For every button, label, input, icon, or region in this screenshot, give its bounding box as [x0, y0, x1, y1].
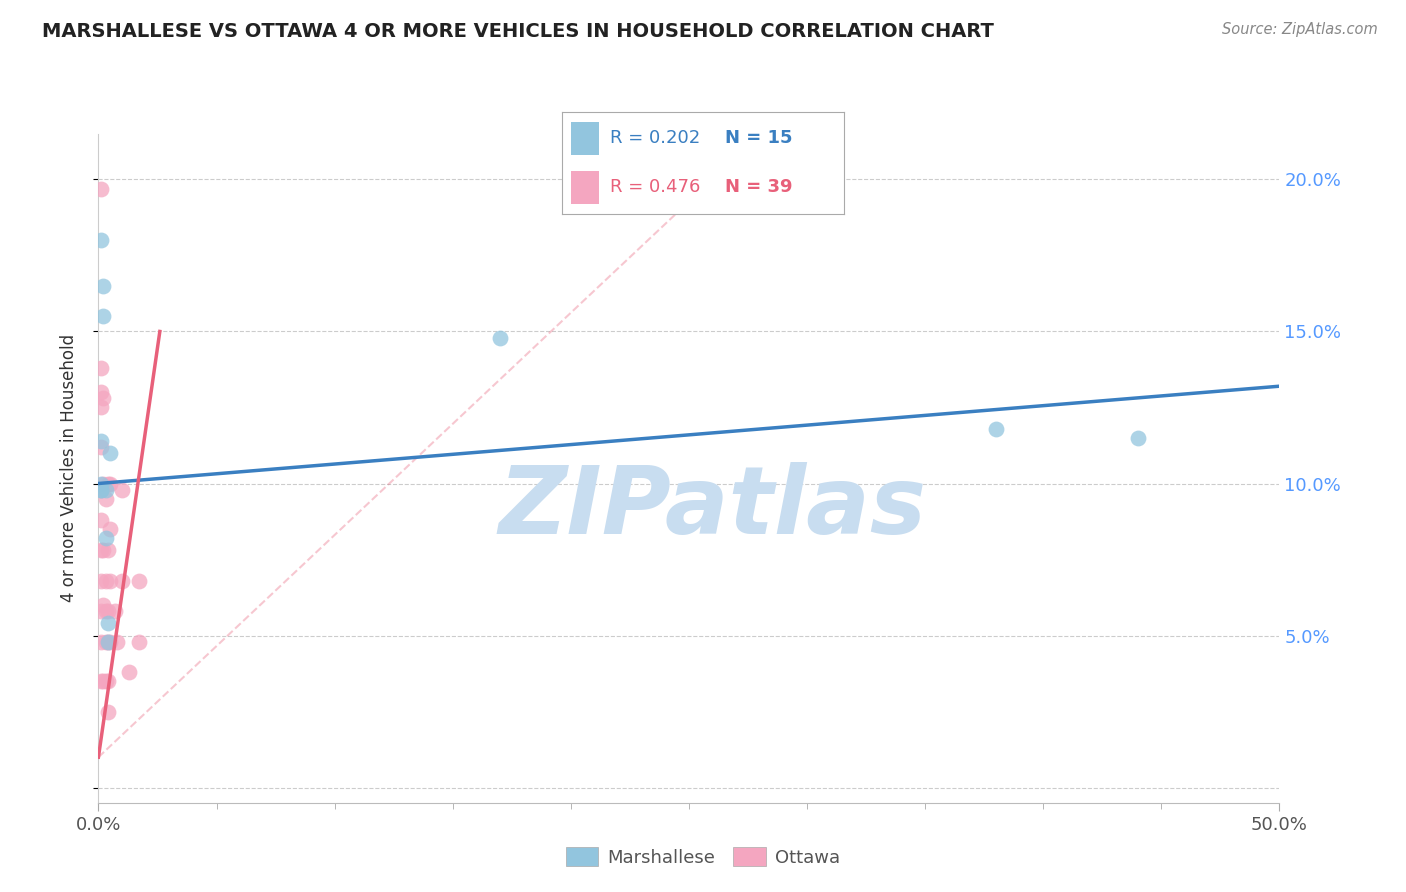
Point: [128, 634, 150, 648]
Point: [90, 483, 112, 497]
Point: [97, 634, 120, 648]
Bar: [571, 122, 599, 154]
Point: [97, 604, 120, 618]
Point: [90, 434, 112, 448]
Point: [90, 513, 112, 527]
Point: [90, 674, 112, 689]
Point: [98, 634, 121, 648]
Text: R = 0.476: R = 0.476: [610, 178, 700, 196]
Point: [97, 543, 120, 558]
Point: [91, 392, 114, 406]
Point: [91, 674, 114, 689]
Point: [94, 574, 117, 588]
Point: [98, 574, 121, 588]
Point: [97, 616, 120, 631]
Bar: [571, 171, 599, 204]
Point: [94, 604, 117, 618]
Point: [97, 674, 120, 689]
Point: [98, 476, 121, 491]
Legend: Marshallese, Ottawa: Marshallese, Ottawa: [558, 840, 848, 874]
Text: N = 15: N = 15: [725, 129, 793, 147]
Point: [94, 483, 117, 497]
Point: [90, 385, 112, 400]
Point: [1126, 431, 1149, 445]
Point: [91, 543, 114, 558]
Point: [98, 446, 121, 460]
Point: [128, 574, 150, 588]
Text: N = 39: N = 39: [725, 178, 793, 196]
Text: MARSHALLESE VS OTTAWA 4 OR MORE VEHICLES IN HOUSEHOLD CORRELATION CHART: MARSHALLESE VS OTTAWA 4 OR MORE VEHICLES…: [42, 22, 994, 41]
Point: [90, 483, 112, 497]
Point: [90, 483, 112, 497]
Point: [97, 476, 120, 491]
Point: [90, 181, 112, 195]
Text: R = 0.202: R = 0.202: [610, 129, 700, 147]
Point: [97, 634, 120, 648]
Point: [91, 278, 114, 293]
Point: [90, 476, 112, 491]
Point: [90, 361, 112, 376]
Point: [90, 401, 112, 415]
Point: [94, 491, 117, 506]
Text: ZIPatlas: ZIPatlas: [499, 462, 927, 555]
Text: Source: ZipAtlas.com: Source: ZipAtlas.com: [1222, 22, 1378, 37]
Point: [97, 705, 120, 719]
Point: [90, 604, 112, 618]
Point: [105, 634, 128, 648]
Point: [90, 440, 112, 454]
Point: [90, 543, 112, 558]
Point: [104, 604, 127, 618]
Point: [984, 422, 1007, 436]
Point: [118, 665, 141, 679]
Point: [91, 310, 114, 324]
Point: [90, 574, 112, 588]
Point: [90, 634, 112, 648]
Point: [111, 483, 134, 497]
Point: [91, 476, 114, 491]
Point: [111, 574, 134, 588]
Y-axis label: 4 or more Vehicles in Household: 4 or more Vehicles in Household: [59, 334, 77, 602]
Point: [90, 233, 112, 247]
Point: [94, 634, 117, 648]
Point: [94, 674, 117, 689]
Point: [489, 330, 512, 344]
Point: [94, 531, 117, 545]
Point: [91, 598, 114, 612]
Point: [98, 522, 121, 536]
